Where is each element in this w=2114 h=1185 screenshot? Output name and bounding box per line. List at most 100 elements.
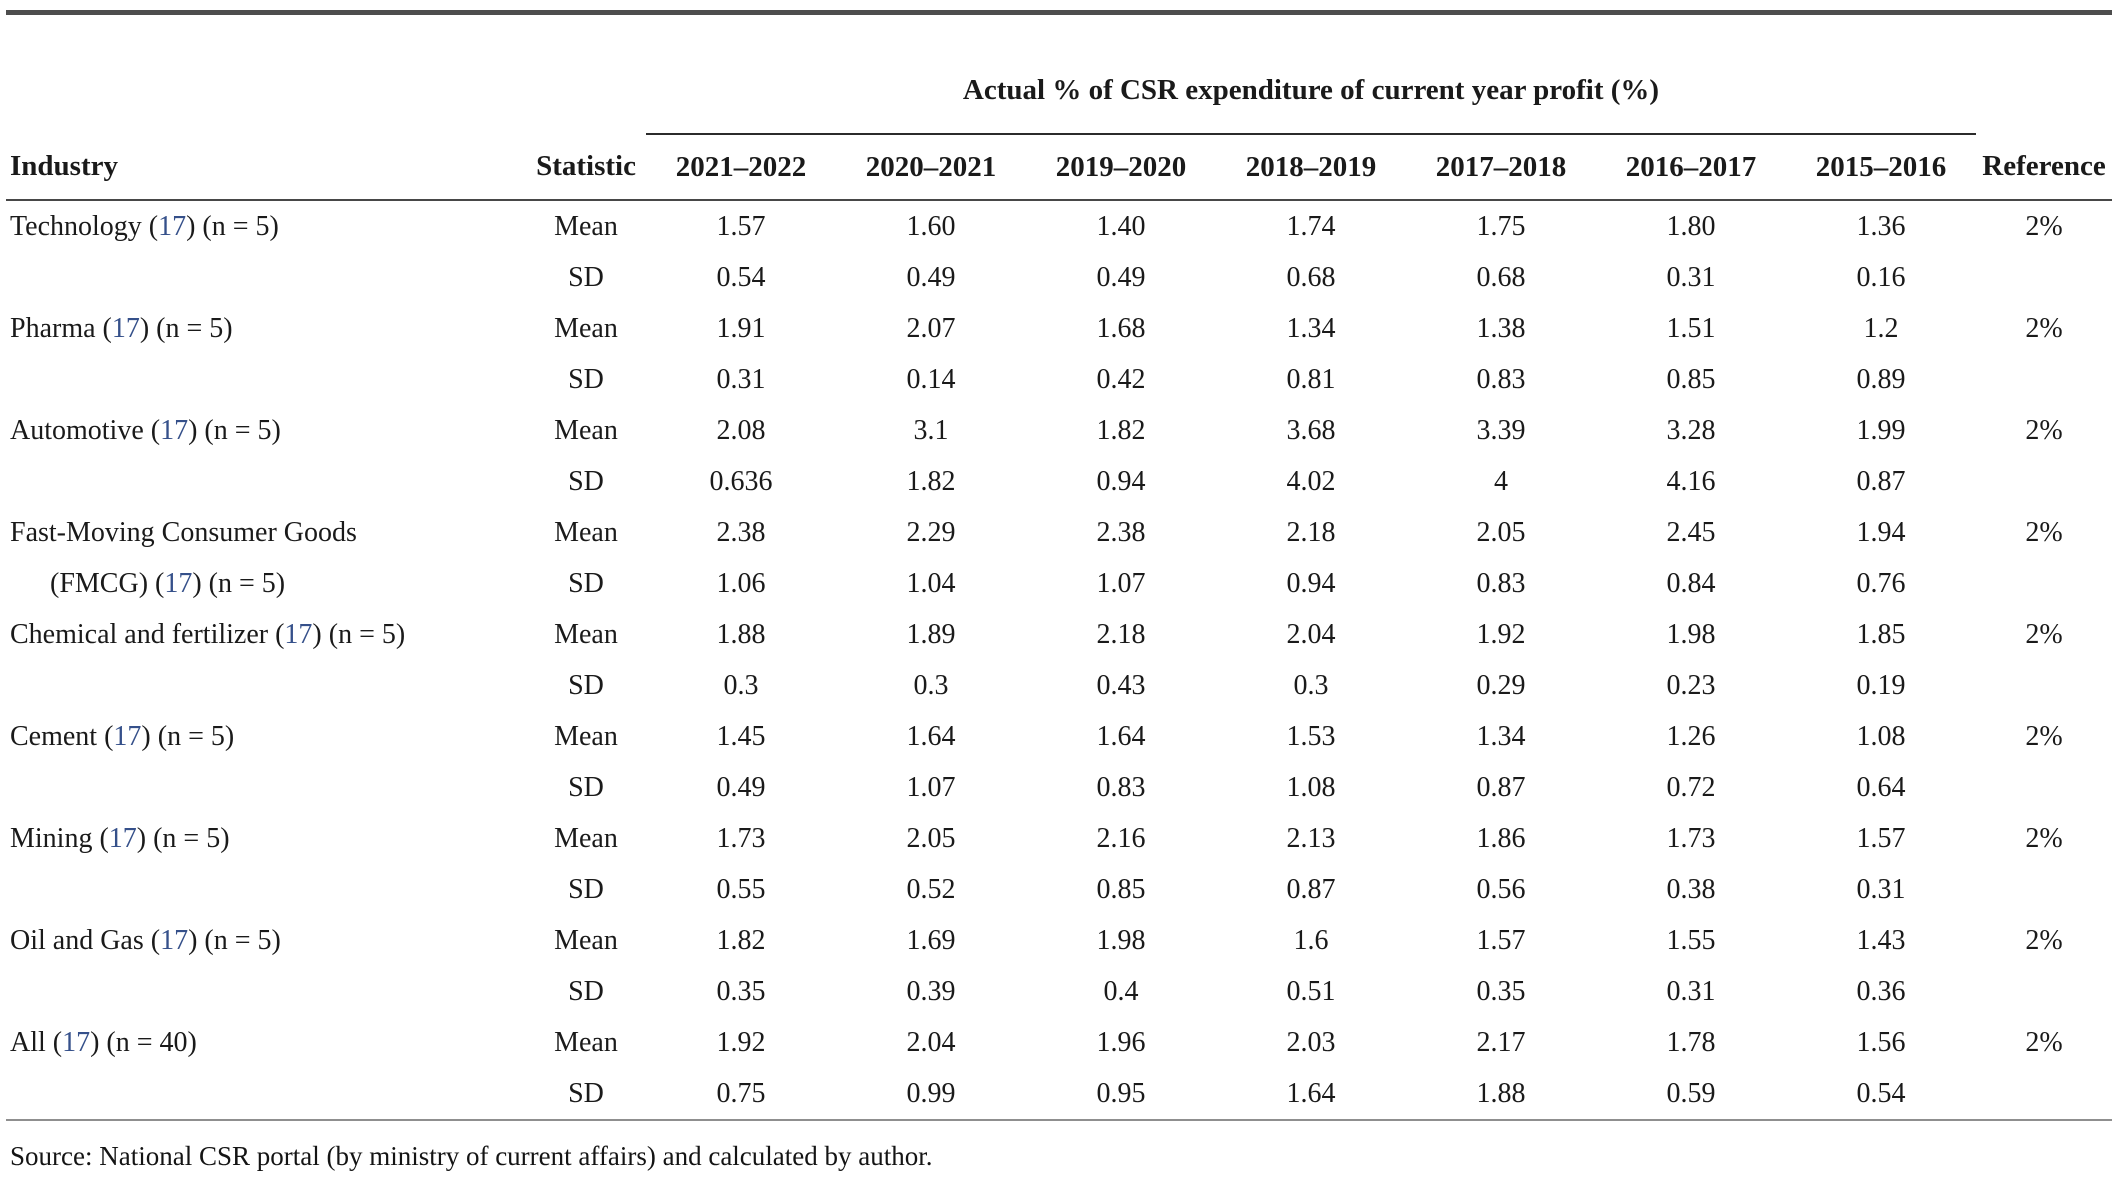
mean-value: 1.78 [1666,1026,1716,1058]
citation-link[interactable]: 17 [284,618,313,650]
mean-value: 1.36 [1856,210,1906,242]
mean-value: 1.56 [1856,1026,1906,1058]
table-row-sd: SD 0.49 1.07 0.83 1.08 0.87 0.72 0.64 [6,762,2112,813]
sd-value: 1.06 [716,567,766,599]
reference-empty [1976,864,2112,915]
sd-value: 1.07 [1096,567,1146,599]
citation-link[interactable]: 17 [160,924,189,956]
stat-label-mean: Mean [554,720,618,752]
sd-value: 0.81 [1286,363,1336,395]
mean-value: 2.18 [1286,516,1336,548]
citation-link[interactable]: 17 [108,822,137,854]
industry-label: Technology (17) (n = 5) [10,210,279,242]
sd-value: 0.68 [1476,261,1526,293]
sd-value: 0.83 [1476,363,1526,395]
sd-value: 0.94 [1096,465,1146,497]
citation-link[interactable]: 17 [111,312,140,344]
mean-value: 1.89 [906,618,956,650]
stat-label-mean: Mean [554,312,618,344]
industry-label-line2 [6,1068,526,1121]
mean-value: 2.08 [716,414,766,446]
sd-value: 4 [1494,465,1508,497]
stat-label-mean: Mean [554,210,618,242]
mean-value: 1.92 [1476,618,1526,650]
sd-value: 0.64 [1856,771,1906,803]
sd-value: 0.83 [1096,771,1146,803]
mean-value: 1.82 [716,924,766,956]
mean-value: 2.05 [906,822,956,854]
citation-link[interactable]: 17 [113,720,142,752]
span-header-spacer-left [6,13,646,135]
mean-value: 2.38 [716,516,766,548]
sd-value: 0.54 [716,261,766,293]
sd-value: 0.72 [1666,771,1716,803]
mean-value: 3.28 [1666,414,1716,446]
sd-value: 0.3 [1293,669,1329,701]
industry-label: Automotive (17) (n = 5) [10,414,281,446]
stat-label-mean: Mean [554,414,618,446]
mean-value: 2.16 [1096,822,1146,854]
sd-value: 0.59 [1596,1068,1786,1121]
mean-value: 1.6 [1293,924,1329,956]
stat-label-sd: SD [526,1068,646,1121]
sd-value: 0.31 [716,363,766,395]
sd-value: 0.83 [1476,567,1526,599]
mean-value: 1.64 [1096,720,1146,752]
sd-value: 0.42 [1096,363,1146,395]
sd-value: 0.99 [836,1068,1026,1121]
sd-value: 0.29 [1476,669,1526,701]
reference-empty [1976,558,2112,609]
stat-label-sd: SD [568,771,604,803]
mean-value: 1.88 [716,618,766,650]
reference-value: 2% [2025,822,2063,854]
reference-empty [1976,762,2112,813]
reference-value: 2% [2025,720,2063,752]
table-row-mean: Pharma (17) (n = 5) Mean 1.91 2.07 1.68 1.34 1… [6,303,2112,354]
sd-value: 0.4 [1103,975,1139,1007]
citation-link[interactable]: 17 [158,210,187,242]
mean-value: 1.57 [716,210,766,242]
mean-value: 3.39 [1476,414,1526,446]
industry-label: Cement (17) (n = 5) [10,720,235,752]
mean-value: 1.60 [906,210,956,242]
mean-value: 1.40 [1096,210,1146,242]
mean-value: 2.04 [906,1026,956,1058]
mean-value: 1.92 [716,1026,766,1058]
mean-value: 1.85 [1856,618,1906,650]
citation-link[interactable]: 17 [164,567,193,599]
mean-value: 1.55 [1666,924,1716,956]
sd-value: 0.94 [1286,567,1336,599]
mean-value: 1.80 [1666,210,1716,242]
reference-empty [1976,1068,2113,1121]
sd-value: 0.87 [1856,465,1906,497]
sd-value: 0.87 [1286,873,1336,905]
mean-value: 2.29 [906,516,956,548]
sd-value: 0.43 [1096,669,1146,701]
table-row-sd: SD 0.31 0.14 0.42 0.81 0.83 0.85 0.89 [6,354,2112,405]
column-header-industry: Industry [6,134,526,201]
table-row-mean: Chemical and fertilizer (17) (n = 5) Mean… [6,609,2112,660]
mean-value: 1.73 [1666,822,1716,854]
mean-value: 1.57 [1476,924,1526,956]
column-header-reference: Reference [1976,134,2113,201]
sd-value: 0.39 [906,975,956,1007]
citation-link[interactable]: 17 [62,1026,91,1058]
mean-value: 2.07 [906,312,956,344]
industry-label-line2 [6,762,526,813]
sd-value: 0.85 [1096,873,1146,905]
industry-label: Oil and Gas (17) (n = 5) [10,924,281,956]
column-header-2019-2020: 2019–2020 [1026,134,1216,201]
sd-value: 0.54 [1786,1068,1977,1121]
sd-value: 1.08 [1286,771,1336,803]
stat-label-mean: Mean [554,516,618,548]
mean-value: 1.75 [1476,210,1526,242]
sd-value: 1.04 [906,567,956,599]
sd-value: 0.75 [646,1068,836,1121]
citation-link[interactable]: 17 [160,414,189,446]
table-row-sd: SD 0.75 0.99 0.95 1.64 1.88 0.59 0.54 [6,1068,2113,1121]
sd-value: 0.636 [709,465,773,497]
sd-value: 0.76 [1856,567,1906,599]
sd-value: 0.23 [1666,669,1716,701]
table-row-mean: Cement (17) (n = 5) Mean 1.45 1.64 1.64 1.53 1… [6,711,2112,762]
reference-value: 2% [2025,312,2063,344]
